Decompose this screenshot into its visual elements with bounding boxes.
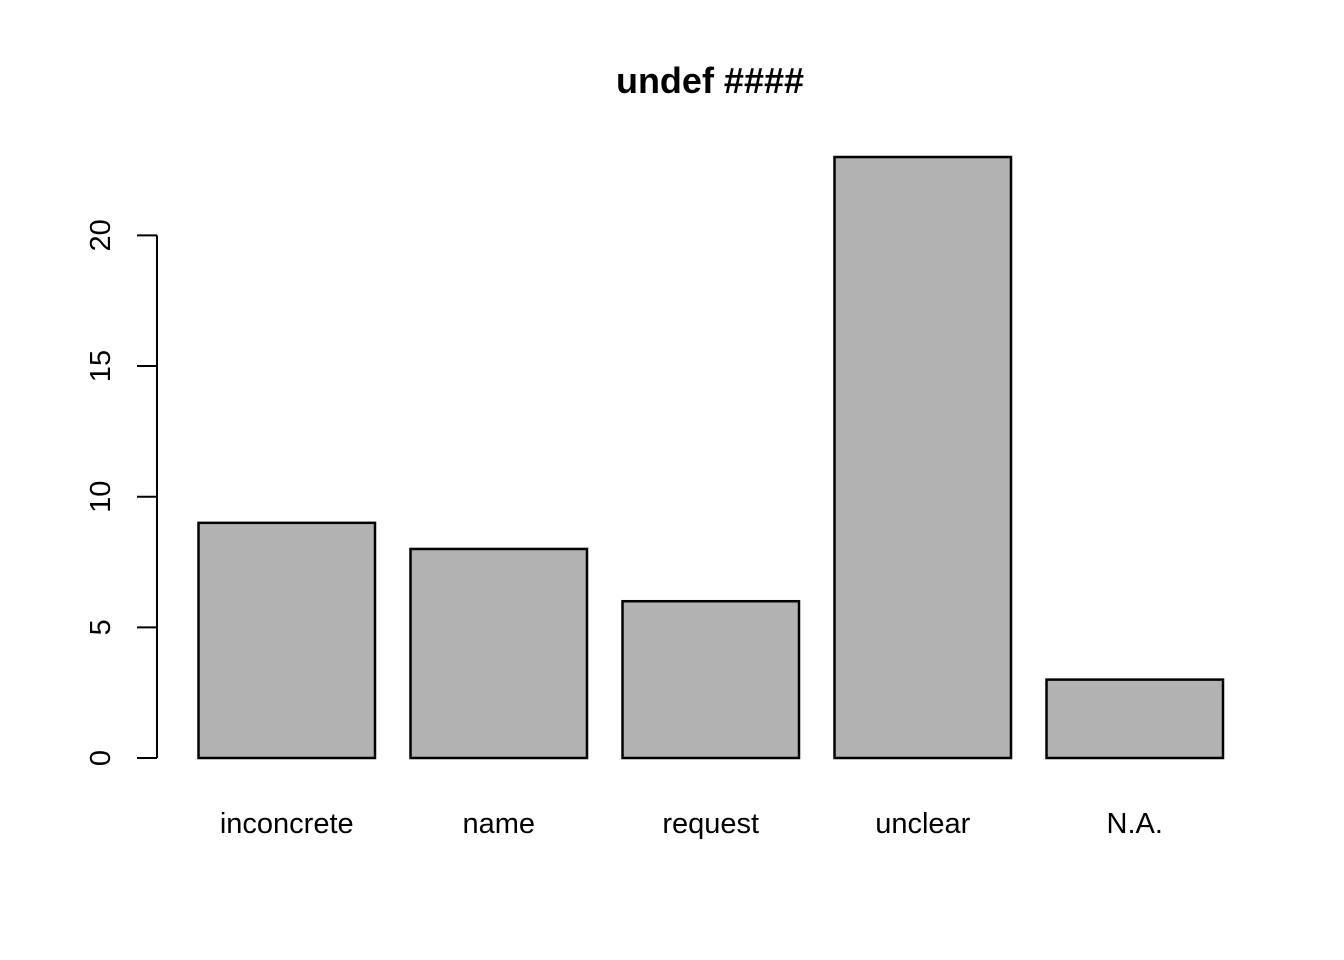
bar-name bbox=[409, 547, 589, 760]
y-tick-label: 0 bbox=[85, 750, 117, 766]
y-tick-label: 10 bbox=[85, 481, 117, 513]
y-axis: 0 5 10 15 20 bbox=[85, 219, 158, 766]
category-label: inconcrete bbox=[220, 808, 354, 840]
category-labels: inconcrete name request unclear N.A. bbox=[220, 808, 1163, 840]
category-label: name bbox=[462, 808, 535, 840]
bar-unclear bbox=[833, 155, 1013, 760]
y-tick-label: 5 bbox=[85, 619, 117, 635]
category-label: N.A. bbox=[1107, 808, 1163, 840]
bars-group bbox=[197, 155, 1225, 760]
y-tick-label: 20 bbox=[85, 219, 117, 251]
bar-n-a bbox=[1045, 678, 1225, 760]
bar-inconcrete bbox=[197, 521, 377, 760]
category-label: unclear bbox=[875, 808, 970, 840]
y-tick-label: 15 bbox=[85, 350, 117, 382]
bar-request bbox=[621, 599, 801, 760]
category-label: request bbox=[662, 808, 759, 840]
chart-title: undef #### bbox=[616, 60, 804, 101]
